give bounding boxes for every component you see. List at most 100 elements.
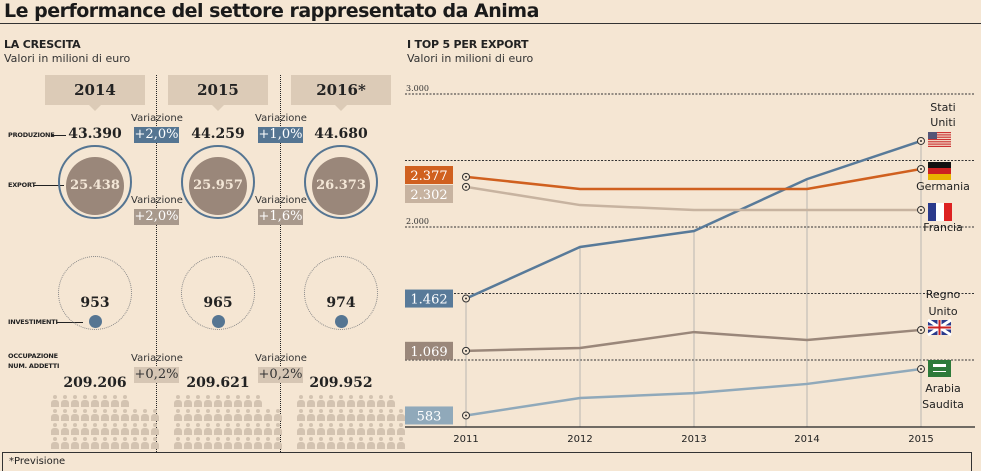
export-value: 26.373 <box>312 157 370 215</box>
occupazione-label: OCCUPAZIONE <box>8 352 58 360</box>
flag-stripe <box>936 203 944 221</box>
country-label: Stati <box>930 101 955 114</box>
person-icon <box>140 437 149 449</box>
person-icon <box>316 395 325 407</box>
person-icon <box>376 423 385 435</box>
person-icon <box>253 409 262 421</box>
person-icon <box>193 409 202 421</box>
person-icon <box>356 437 365 449</box>
start-value-box <box>405 185 453 203</box>
person-icon <box>110 409 119 421</box>
variazione-label: Variazione <box>131 353 183 364</box>
left-subtitle: Valori in milioni di euro <box>4 52 131 65</box>
data-point-center <box>920 168 922 171</box>
person-icon <box>263 423 272 435</box>
person-icon <box>243 437 252 449</box>
person-icon <box>150 437 159 449</box>
data-point-center <box>465 185 467 188</box>
person-icon <box>50 423 59 435</box>
produzione-circle <box>58 145 132 219</box>
country-label: Uniti <box>930 116 955 129</box>
flag-stripe <box>944 203 952 221</box>
person-icon <box>326 437 335 449</box>
person-icon <box>130 437 139 449</box>
sa-flag-icon <box>928 360 951 377</box>
arrow-icon <box>57 322 83 323</box>
person-icon <box>316 423 325 435</box>
data-point-center <box>465 175 467 178</box>
person-icon <box>60 395 69 407</box>
start-value-label: 2.377 <box>410 169 447 184</box>
person-icon <box>326 409 335 421</box>
person-icon <box>273 423 282 435</box>
person-icon <box>213 437 222 449</box>
person-icon <box>306 409 315 421</box>
series-line-3 <box>465 328 922 353</box>
y-tick-label: 3.000 <box>406 84 429 93</box>
person-icon <box>150 409 159 421</box>
produzione-circle <box>181 145 255 219</box>
person-icon <box>70 437 79 449</box>
person-icon <box>203 437 212 449</box>
person-icon <box>60 437 69 449</box>
footnote: *Previsione <box>2 452 972 471</box>
year-header: 2014 <box>45 75 145 111</box>
person-icon <box>100 437 109 449</box>
person-icon <box>173 395 182 407</box>
data-point-center <box>465 414 467 417</box>
person-icon <box>336 395 345 407</box>
produzione-variation-badge: +1,0% <box>258 127 303 143</box>
arrow-icon <box>52 135 66 136</box>
person-icon <box>376 437 385 449</box>
person-icon <box>243 423 252 435</box>
series-line-0 <box>465 139 922 300</box>
x-tick-label: 2015 <box>908 434 933 445</box>
person-icon <box>100 395 109 407</box>
person-icon <box>386 423 395 435</box>
flag-stripe <box>928 203 936 221</box>
start-value-box <box>405 166 453 184</box>
flag-stripe <box>928 174 951 180</box>
person-icon <box>396 409 405 421</box>
flag-bg <box>928 360 951 377</box>
person-icon <box>140 409 149 421</box>
person-icon <box>346 395 355 407</box>
produzione-value: 43.390 <box>68 126 122 142</box>
person-icon <box>233 395 242 407</box>
export-variation-badge: +1,6% <box>258 209 303 225</box>
start-value-box <box>405 289 453 308</box>
person-icon <box>193 395 202 407</box>
year-header: 2016* <box>291 75 391 111</box>
person-icon <box>396 423 405 435</box>
person-icon <box>50 437 59 449</box>
flag-script <box>933 364 946 367</box>
fr-flag-icon <box>928 203 952 221</box>
person-icon <box>90 409 99 421</box>
produzione-circle <box>304 145 378 219</box>
us-flag-icon <box>928 132 951 147</box>
investimenti-value: 965 <box>203 295 233 311</box>
produzione-variation-badge: +2,0% <box>134 127 179 143</box>
investimenti-value: 974 <box>326 295 356 311</box>
person-icon <box>70 423 79 435</box>
person-icon <box>233 437 242 449</box>
investimenti-dot <box>335 315 348 328</box>
person-icon <box>120 409 129 421</box>
addetti-variation-badge: +0,2% <box>134 367 179 383</box>
investimenti-circle <box>304 256 378 330</box>
investimenti-label: INVESTIMENTI <box>8 318 58 326</box>
data-point-center <box>920 368 922 371</box>
chart-title: I TOP 5 PER EXPORT <box>407 38 529 51</box>
person-icon <box>193 423 202 435</box>
person-icon <box>296 437 305 449</box>
person-icon <box>70 409 79 421</box>
person-icon <box>296 395 305 407</box>
people-grid <box>173 395 283 449</box>
investimenti-circle <box>181 256 255 330</box>
start-value-label: 1.069 <box>410 345 447 360</box>
flag-stripe <box>928 162 951 168</box>
person-icon <box>50 409 59 421</box>
person-icon <box>366 409 375 421</box>
produzione-label: PRODUZIONE <box>8 131 55 139</box>
data-point-center <box>920 208 922 211</box>
